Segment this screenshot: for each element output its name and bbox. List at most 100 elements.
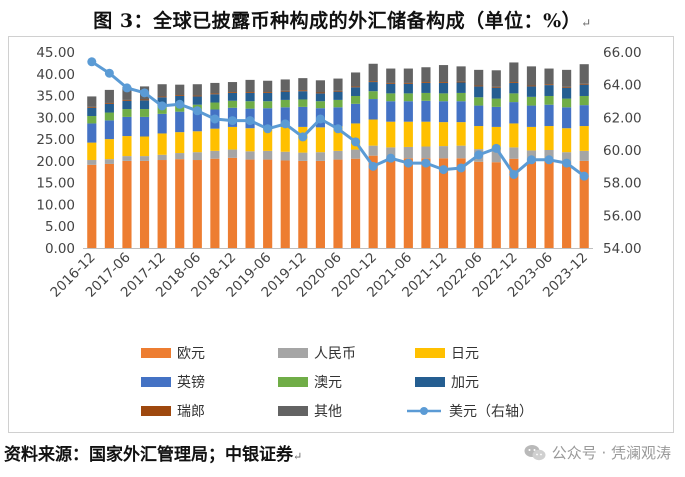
point-usd [491, 143, 501, 153]
bar-chf [210, 93, 220, 95]
bar-cad [368, 82, 378, 92]
bar-eur [245, 159, 255, 248]
point-usd [87, 57, 97, 67]
y-right-tick-label: 62.00 [603, 110, 642, 126]
bar-gbp [403, 101, 413, 122]
bar-eur [368, 155, 378, 248]
bar-cad [192, 96, 202, 105]
bar-rmb [351, 149, 361, 159]
bar-chf [474, 85, 484, 87]
bar-chf [544, 84, 554, 86]
point-usd [280, 119, 290, 129]
bar-chf [421, 82, 431, 83]
legend-swatch-eur [141, 348, 171, 358]
legend-swatch-chf [141, 406, 171, 416]
bar-cad [509, 82, 519, 94]
legend-label-gbp: 英镑 [177, 374, 205, 391]
bar-gbp [263, 108, 273, 128]
point-usd [122, 83, 132, 93]
bar-gbp [368, 99, 378, 120]
legend-swatch-cad [415, 377, 445, 387]
watermark: 公众号 · 凭澜观涛 [524, 442, 671, 463]
bar-rmb [421, 146, 431, 159]
bar-rmb [456, 145, 466, 159]
point-usd [562, 158, 572, 168]
bar-chf [562, 86, 572, 88]
bar-eur [456, 158, 466, 248]
bar-eur [280, 160, 290, 248]
legend-swatch-aud [278, 377, 308, 387]
bar-rmb [579, 150, 589, 161]
legend-swatch-rmb [278, 348, 308, 358]
bar-rmb [333, 150, 343, 160]
bar-chf [263, 92, 273, 93]
bar-jpy [245, 128, 255, 152]
y-left-tick-label: 30.00 [36, 110, 75, 126]
bar-rmb [386, 147, 396, 158]
bar-other [122, 86, 132, 100]
point-usd [157, 101, 167, 111]
point-usd [245, 116, 255, 126]
bar-jpy [509, 123, 519, 148]
bar-eur [403, 158, 413, 248]
bar-gbp [333, 107, 343, 127]
y-left-tick-label: 5.00 [45, 219, 75, 235]
bar-chf [368, 81, 378, 83]
bar-aud [368, 91, 378, 100]
point-usd [298, 132, 308, 142]
bar-jpy [87, 142, 97, 161]
bar-rmb [245, 151, 255, 160]
bar-other [562, 69, 572, 87]
bar-jpy [139, 136, 150, 157]
bar-eur [421, 158, 431, 248]
y-left-tick-label: 10.00 [36, 197, 75, 213]
bar-gbp [192, 111, 202, 132]
bar-jpy [122, 136, 132, 157]
y-left-tick-label: 15.00 [36, 176, 75, 192]
bar-aud [544, 95, 554, 105]
chart-svg: 0.00 5.00 10.00 15.00 20.00 25.00 30.00 35.00 40… [36, 45, 642, 420]
point-usd [192, 106, 202, 116]
bar-chf [175, 95, 185, 96]
bar-jpy [333, 126, 343, 151]
bar-rmb [227, 149, 238, 158]
bar-rmb [210, 150, 220, 159]
bar-chf [386, 82, 396, 84]
bar-jpy [263, 127, 273, 151]
legend-swatch-jpy [415, 348, 445, 358]
bar-other [333, 78, 343, 91]
bar-other [368, 63, 378, 82]
point-usd [439, 165, 449, 175]
bar-cad [403, 83, 413, 94]
bar-chf [227, 92, 238, 93]
bar-aud [104, 112, 114, 121]
bar-aud [210, 102, 220, 110]
legend-label-other: 其他 [314, 404, 342, 420]
point-usd [526, 155, 536, 165]
bar-chf [87, 106, 97, 108]
bar-gbp [139, 116, 150, 137]
bar-jpy [280, 126, 290, 152]
bar-gbp [421, 100, 431, 122]
point-usd [351, 137, 361, 147]
legend-swatch-gbp [141, 377, 171, 387]
bar-rmb [562, 152, 572, 163]
bar-eur [386, 157, 396, 248]
legend-label-rmb: 人民币 [314, 346, 356, 362]
bar-other [491, 70, 501, 87]
bar-aud [280, 99, 290, 108]
bar-rmb [491, 150, 501, 163]
bar-jpy [192, 131, 202, 153]
bar-gbp [509, 102, 519, 124]
bar-eur [263, 159, 273, 248]
legend-label-usd: 美元（右轴） [449, 404, 533, 420]
bar-jpy [351, 123, 361, 150]
bar-rmb [139, 156, 150, 161]
bar-jpy [157, 133, 167, 155]
bar-eur [227, 157, 238, 248]
bar-other [104, 89, 114, 103]
y-left-tick-label: 25.00 [36, 132, 75, 148]
bar-chf [280, 90, 290, 92]
point-usd [227, 116, 237, 126]
bar-other [526, 66, 537, 86]
